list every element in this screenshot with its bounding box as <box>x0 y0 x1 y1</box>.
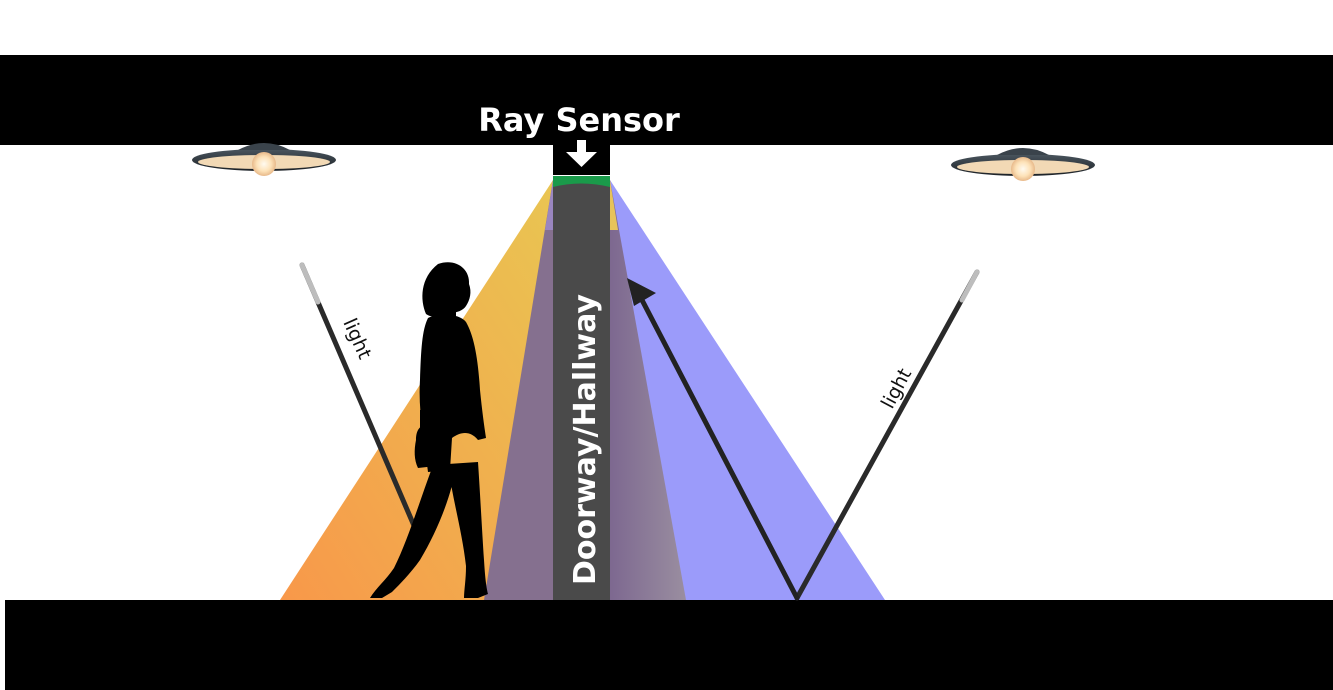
person-silhouette <box>370 262 488 598</box>
sensor-strip <box>553 176 610 187</box>
ceiling <box>0 55 1333 145</box>
lamp-left <box>192 143 336 176</box>
beam-edge-right <box>610 180 618 230</box>
bulb-icon <box>1011 157 1035 181</box>
light-label-left: light <box>338 315 375 362</box>
blue-beam <box>610 180 885 600</box>
down-arrow-icon <box>566 140 597 167</box>
bulb-icon <box>252 152 276 176</box>
light-ray-right-reflected <box>639 297 800 601</box>
light-ray-right-incoming <box>794 269 980 601</box>
sensor-label: Ray Sensor <box>478 101 680 139</box>
orange-beam <box>280 180 553 600</box>
beam-overlap-left <box>484 180 553 600</box>
up-arrow-icon <box>627 278 656 306</box>
lamp-right <box>951 148 1095 181</box>
doorway-label: Doorway/Hallway <box>568 294 603 585</box>
light-ray-left <box>299 262 421 538</box>
floor <box>5 600 1333 690</box>
beam-edge-left <box>545 180 553 230</box>
doorway-column <box>553 180 610 600</box>
